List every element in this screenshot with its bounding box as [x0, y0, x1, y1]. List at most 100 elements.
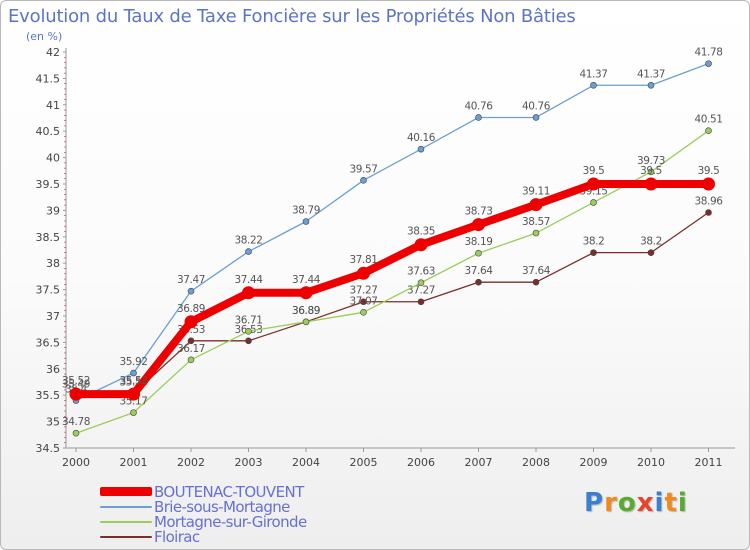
- data-label: 41.37: [637, 68, 665, 80]
- data-label: 40.16: [407, 132, 436, 144]
- data-label: 36.71: [234, 314, 262, 326]
- data-point: [417, 298, 425, 306]
- data-label: 41.37: [579, 68, 607, 80]
- data-point: [299, 286, 313, 300]
- data-point: [475, 249, 482, 257]
- data-point: [127, 387, 140, 401]
- data-label: 38.2: [640, 236, 662, 248]
- legend-swatch: [100, 520, 152, 523]
- y-unit-label: (en %): [26, 30, 63, 43]
- legend-swatch: [100, 535, 152, 538]
- x-tick-label: 2009: [580, 456, 608, 469]
- data-label: 39.5: [698, 165, 720, 177]
- data-label: 37.44: [234, 274, 263, 286]
- data-point: [475, 278, 482, 286]
- data-label: 37.64: [522, 265, 551, 277]
- x-tick-label: 2008: [522, 456, 550, 469]
- y-tick-label: 41: [46, 99, 60, 112]
- logo-letter: i: [654, 488, 665, 518]
- data-label: 39.5: [583, 165, 605, 177]
- data-point: [532, 278, 540, 286]
- y-tick-label: 39: [46, 204, 60, 217]
- y-tick-label: 38.5: [36, 231, 61, 244]
- data-label: 37.44: [292, 274, 321, 286]
- data-point: [245, 248, 252, 255]
- data-label: 40.76: [522, 100, 551, 112]
- data-point: [705, 209, 712, 216]
- data-label: 39.73: [637, 155, 665, 167]
- y-tick-label: 41.5: [36, 72, 61, 85]
- chart-title: Evolution du Taux de Taxe Foncière sur l…: [8, 6, 576, 27]
- data-point: [130, 409, 137, 416]
- logo-letter: P: [584, 488, 605, 518]
- legend-swatch: [100, 505, 152, 508]
- data-point: [705, 127, 712, 134]
- legend-label: Brie-sous-Mortagne: [154, 497, 290, 516]
- data-label: 36.89: [177, 303, 205, 315]
- x-tick-label: 2004: [292, 456, 320, 469]
- data-point: [705, 60, 712, 67]
- data-label: 39.11: [522, 186, 550, 198]
- data-point: [360, 177, 367, 184]
- legend-item: Mortagne-sur-Gironde: [100, 512, 307, 531]
- data-point: [590, 199, 597, 206]
- data-label: 41.78: [694, 47, 722, 59]
- data-label: 38.19: [464, 236, 492, 248]
- data-label: 36.89: [292, 305, 320, 317]
- data-point: [532, 229, 540, 237]
- data-point: [245, 337, 252, 345]
- data-label: 39.57: [349, 163, 377, 175]
- data-label: 38.22: [234, 235, 262, 247]
- data-label: 38.35: [407, 226, 435, 238]
- data-label: 40.51: [694, 114, 722, 126]
- legend: BOUTENAC-TOUVENT Brie-sous-Mortagne Mortag…: [100, 482, 307, 546]
- data-point: [590, 81, 597, 89]
- y-tick-label: 40.5: [36, 125, 61, 138]
- data-point: [187, 287, 195, 295]
- data-point: [587, 177, 600, 191]
- legend-label: Floirac: [154, 527, 200, 546]
- data-label: 37.64: [464, 265, 493, 277]
- y-tick-label: 35: [46, 416, 60, 429]
- legend-swatch: [100, 487, 152, 496]
- data-point: [417, 145, 425, 153]
- legend-label: Mortagne-sur-Gironde: [154, 512, 307, 531]
- x-tick-label: 2005: [350, 456, 378, 469]
- x-tick-label: 2011: [695, 456, 723, 469]
- logo-letter: i: [677, 488, 688, 518]
- data-label: 35.49: [62, 379, 90, 391]
- series-line-boutenac-touvent: [72, 180, 713, 399]
- data-label: 37.27: [349, 285, 377, 297]
- data-point: [360, 309, 367, 316]
- y-tick-label: 40: [46, 152, 60, 165]
- x-tick-label: 2006: [407, 456, 435, 469]
- x-tick-label: 2003: [235, 456, 263, 469]
- data-point: [242, 286, 255, 300]
- legend-label: BOUTENAC-TOUVENT: [154, 482, 304, 501]
- data-label: 38.57: [522, 216, 550, 228]
- series-line-floirac: [75, 211, 710, 397]
- data-label: 36.17: [177, 343, 205, 355]
- data-label: 37.07: [349, 295, 377, 307]
- y-tick-label: 42: [46, 46, 60, 59]
- logo-letter: o: [617, 488, 637, 518]
- x-tick-label: 2001: [120, 456, 148, 469]
- data-label: 38.2: [583, 236, 605, 248]
- data-point: [472, 218, 485, 232]
- data-label: 34.78: [62, 416, 90, 428]
- y-tick-label: 36.5: [36, 336, 61, 349]
- data-point: [187, 337, 195, 345]
- data-label: 39.5: [640, 165, 662, 177]
- data-point: [644, 177, 658, 191]
- data-point: [302, 218, 310, 225]
- data-point: [187, 356, 195, 364]
- series-line-brie-sous-mortagne: [75, 62, 710, 402]
- data-point: [69, 387, 83, 401]
- data-label: 38.96: [694, 196, 723, 208]
- x-tick-label: 2000: [62, 456, 90, 469]
- x-tick-label: 2007: [465, 456, 493, 469]
- data-point: [647, 81, 655, 89]
- y-tick-label: 34.5: [36, 442, 61, 455]
